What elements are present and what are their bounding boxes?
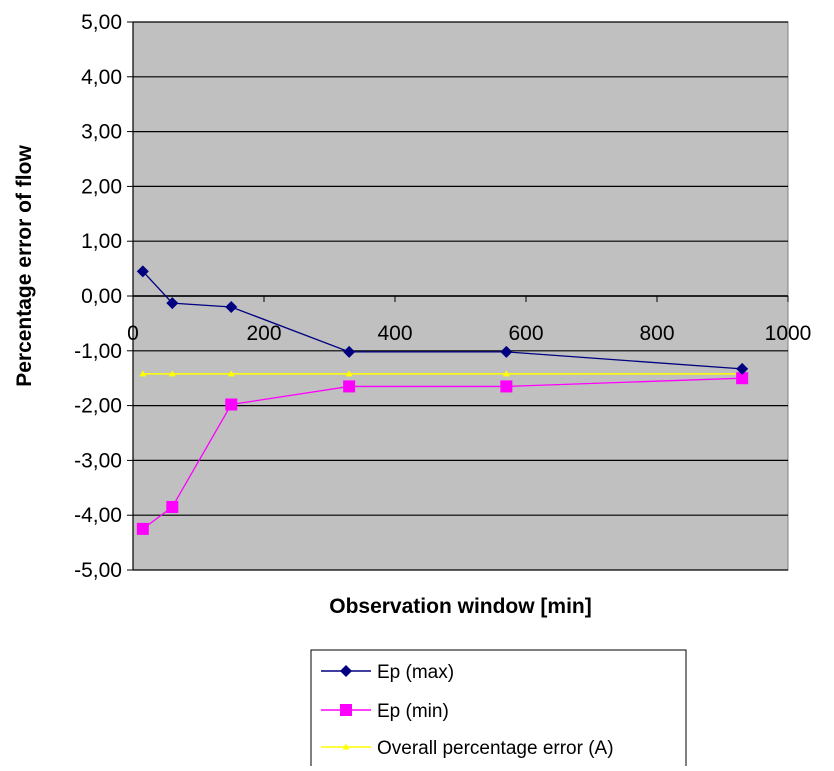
data-point	[139, 370, 147, 377]
data-point	[500, 345, 513, 358]
legend-label: Ep (max)	[377, 662, 454, 683]
data-point	[345, 370, 353, 377]
data-point	[736, 362, 749, 375]
x-tick-label: 0	[127, 322, 139, 345]
series-line	[142, 270, 743, 370]
x-tick-label: 1000	[765, 322, 812, 345]
y-tick-label: -3,00	[74, 449, 122, 472]
x-tick-label: 200	[246, 322, 281, 345]
data-point	[343, 380, 356, 393]
y-tick-label: -1,00	[74, 340, 122, 363]
data-point	[736, 372, 749, 385]
series-0	[136, 265, 749, 375]
y-tick-label: 0,00	[81, 285, 122, 308]
legend-swatch-marker	[340, 665, 352, 677]
legend-label: Ep (min)	[377, 701, 449, 722]
x-axis: 0 200 400 600 800 1000	[127, 295, 812, 345]
y-axis-title: Percentage error of flow	[13, 145, 36, 387]
data-point	[166, 500, 179, 513]
data-point	[136, 522, 149, 535]
legend: Ep (max) Ep (min) Overall percentage error…	[310, 649, 687, 771]
y-axis-tick-labels: 5,00 4,00 3,00 2,00 1,00 0,00 -1,00 -2,00 -3,00 -…	[74, 11, 122, 582]
data-point	[225, 398, 238, 411]
legend-item: Overall percentage error (A)	[321, 738, 614, 759]
y-tick-label: 4,00	[81, 66, 122, 89]
y-tick-label: 3,00	[81, 121, 122, 144]
grid-lines	[127, 21, 788, 571]
x-axis-title: Observation window [min]	[329, 595, 592, 618]
legend-item: Ep (max)	[321, 662, 454, 683]
data-point	[500, 380, 513, 393]
y-tick-label: -2,00	[74, 395, 122, 418]
legend-swatch-marker	[340, 704, 352, 716]
x-tick-label: 400	[377, 322, 412, 345]
data-point	[227, 370, 235, 377]
legend-item: Ep (min)	[321, 701, 449, 722]
legend-swatch-marker	[342, 743, 350, 750]
data-point	[502, 370, 510, 377]
x-tick-label: 800	[639, 322, 674, 345]
y-tick-label: 1,00	[81, 230, 122, 253]
legend-label: Overall percentage error (A)	[377, 738, 614, 759]
y-tick-label: -5,00	[74, 559, 122, 582]
legend-items: Ep (max) Ep (min) Overall percentage error…	[321, 662, 614, 759]
legend-box	[310, 649, 687, 771]
data-point	[225, 300, 238, 313]
data-point	[168, 370, 176, 377]
y-tick-label: 2,00	[81, 175, 122, 198]
y-tick-label: -4,00	[74, 504, 122, 527]
data-point	[166, 297, 179, 310]
series-layer	[136, 265, 749, 535]
x-tick-label: 600	[508, 322, 543, 345]
data-point	[343, 345, 356, 358]
data-point	[136, 265, 149, 278]
y-tick-label: 5,00	[81, 11, 122, 34]
series-1	[136, 372, 749, 535]
